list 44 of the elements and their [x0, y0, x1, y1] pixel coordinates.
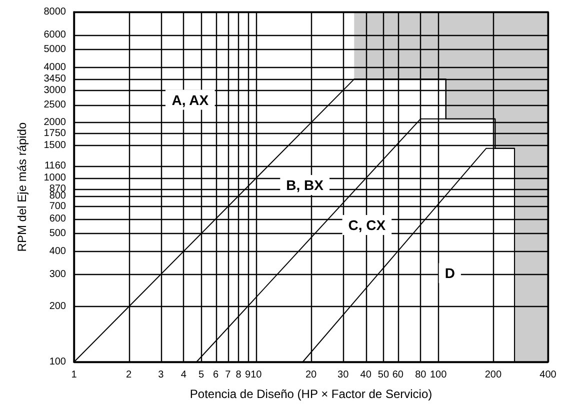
y-tick-label: 2000 [44, 117, 66, 128]
annotation: A, AX [172, 92, 210, 108]
x-tick-label: 10 [250, 370, 262, 380]
y-tick-label: 1160 [44, 160, 66, 172]
y-tick-label: 600 [49, 213, 66, 224]
y-axis-title: RPM del Eje más rápido [15, 122, 29, 252]
y-tick-label: 400 [49, 246, 66, 257]
x-tick-label: 9 [245, 370, 252, 380]
x-axis-title: Potencia de Diseño (HP × Factor de Servicio) [190, 387, 432, 401]
y-tick-label: 4000 [44, 62, 66, 73]
y-tick-label: 1000 [44, 172, 66, 184]
x-tick-label: 6 [212, 370, 219, 380]
x-tick-label: 3 [158, 370, 164, 380]
annotation: B, BX [286, 177, 324, 194]
y-tick-label: 200 [49, 301, 66, 312]
annotation: C, CX [348, 217, 386, 234]
x-tick-label: 100 [430, 370, 448, 380]
x-tick-label: 50 [378, 370, 390, 380]
x-tick-label: 200 [484, 370, 502, 380]
y-tick-label: 3000 [44, 84, 66, 96]
x-tick-label: 2 [126, 370, 132, 380]
x-tick-label: 60 [392, 370, 404, 380]
x-tick-label: 4 [180, 370, 187, 380]
y-tick-label: 100 [49, 356, 66, 368]
y-tick-label: 300 [49, 268, 66, 280]
x-tick-label: 40 [360, 370, 372, 380]
x-tick-label: 7 [225, 370, 232, 380]
y-tick-label: 2500 [44, 99, 66, 110]
y-tick-label: 5000 [44, 44, 66, 56]
x-tick-label: 400 [540, 370, 557, 380]
y-tick-label: 8000 [44, 6, 66, 18]
x-tick-label: 5 [198, 370, 205, 380]
x-tick-label: 1 [71, 370, 78, 380]
x-tick-label: 20 [305, 370, 317, 380]
y-tick-label: 500 [49, 228, 66, 239]
x-tick-label: 8 [236, 370, 242, 380]
y-tick-label: 1500 [44, 140, 66, 152]
x-tick-label: 80 [415, 370, 427, 380]
annotation: D [444, 265, 455, 282]
y-tick-label: 700 [49, 201, 66, 212]
x-tick-label: 30 [338, 370, 350, 380]
y-tick-label: 6000 [44, 29, 66, 40]
y-tick-label: 3450 [44, 74, 66, 85]
y-tick-label: 1750 [44, 128, 66, 139]
